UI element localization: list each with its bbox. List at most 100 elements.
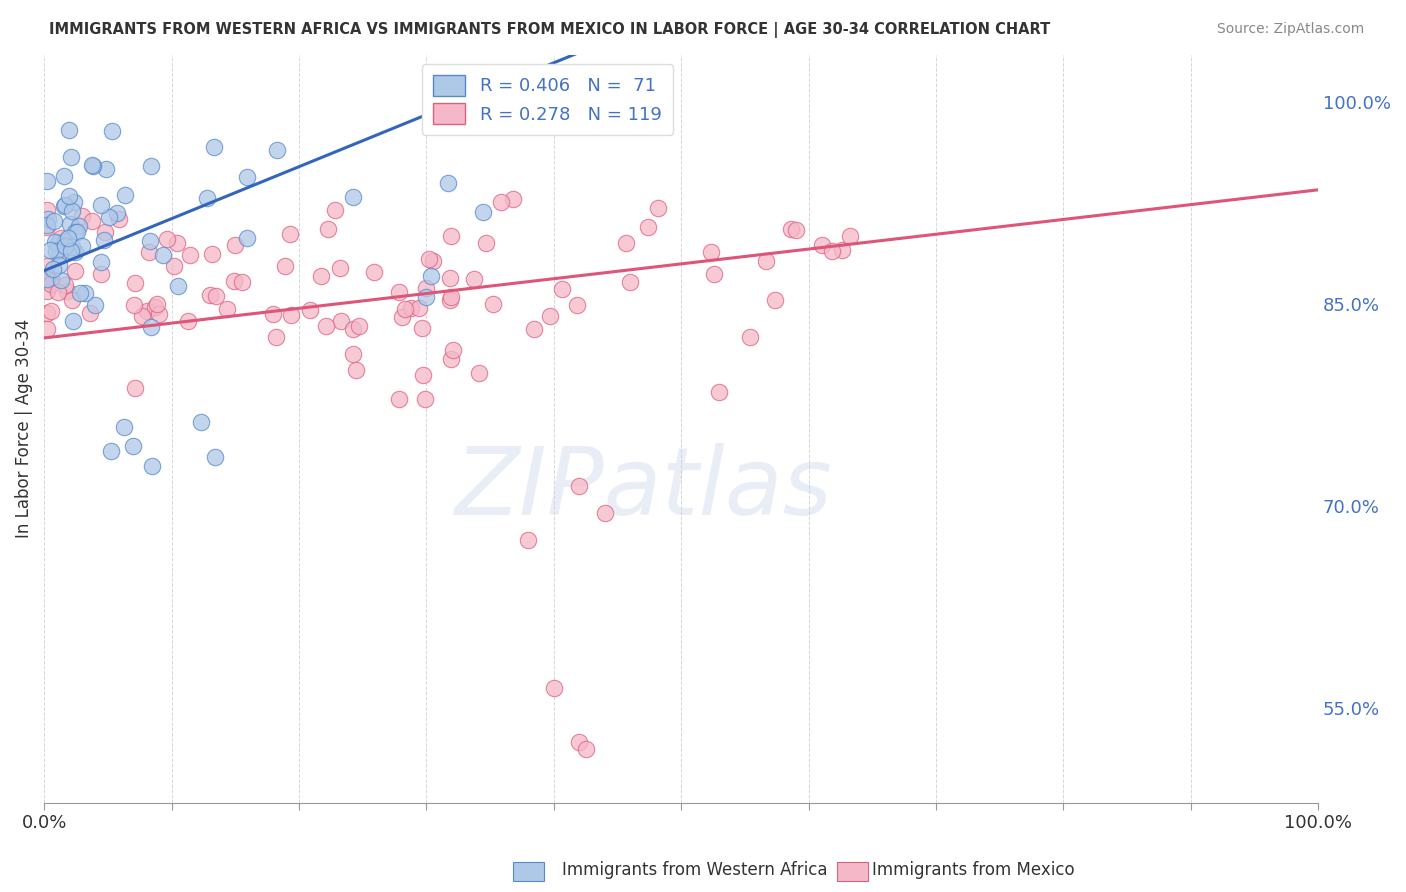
Point: [122, 439, 145, 453]
Point: [262, 307, 284, 321]
Point: [422, 253, 444, 268]
Point: [70, 239, 93, 253]
Point: [299, 302, 322, 317]
Point: [53, 199, 76, 213]
Point: [349, 318, 371, 333]
Point: [821, 244, 844, 258]
Point: [100, 124, 122, 138]
Point: [35, 322, 58, 336]
Point: [39, 244, 62, 258]
Point: [363, 265, 385, 279]
Point: [156, 232, 179, 246]
Point: [280, 308, 302, 322]
Point: [198, 288, 221, 302]
Point: [440, 289, 463, 303]
Point: [419, 269, 441, 284]
Point: [93, 233, 115, 247]
Point: [411, 321, 433, 335]
Point: [90, 267, 112, 281]
Point: [56, 285, 79, 299]
Point: [94, 226, 117, 240]
Point: [60, 240, 83, 254]
Point: [224, 274, 246, 288]
Point: [152, 248, 174, 262]
Point: [235, 230, 257, 244]
Point: [779, 221, 801, 235]
Point: [202, 140, 225, 154]
Point: [217, 302, 239, 317]
Point: [39, 304, 62, 318]
Point: [738, 329, 761, 343]
Point: [593, 506, 616, 520]
Point: [60, 204, 83, 219]
Point: [35, 202, 58, 217]
Point: [122, 298, 145, 312]
Point: [342, 322, 364, 336]
Point: [59, 244, 82, 258]
Point: [278, 227, 301, 242]
Point: [83, 297, 105, 311]
Point: [538, 310, 561, 324]
Point: [568, 735, 591, 749]
Point: [63, 225, 86, 239]
Point: [42, 261, 65, 276]
Point: [90, 198, 112, 212]
Point: [141, 458, 163, 473]
Point: [388, 285, 411, 300]
Point: [707, 384, 730, 399]
Point: [124, 277, 146, 291]
Point: [37, 211, 59, 226]
Point: [67, 219, 90, 233]
Point: [839, 229, 862, 244]
Y-axis label: In Labor Force | Age 30-34: In Labor Force | Age 30-34: [15, 319, 32, 539]
Point: [35, 259, 58, 273]
Point: [49, 230, 72, 244]
Point: [55, 235, 77, 249]
Point: [412, 368, 434, 383]
Point: [471, 204, 494, 219]
Point: [139, 160, 162, 174]
Point: [231, 275, 253, 289]
Point: [475, 235, 498, 250]
Point: [755, 253, 778, 268]
Point: [190, 415, 212, 429]
Point: [204, 450, 226, 464]
Point: [94, 162, 117, 177]
Point: [177, 314, 200, 328]
Point: [46, 236, 69, 251]
Point: [53, 198, 76, 212]
Text: Immigrants from Mexico: Immigrants from Mexico: [872, 861, 1074, 879]
Point: [41, 277, 63, 291]
Point: [637, 219, 659, 234]
Point: [205, 289, 228, 303]
Point: [551, 282, 574, 296]
Point: [108, 211, 131, 226]
Point: [59, 217, 82, 231]
Point: [200, 247, 222, 261]
Point: [73, 286, 96, 301]
Point: [80, 158, 103, 172]
Point: [141, 319, 163, 334]
Text: ZIPatlas: ZIPatlas: [454, 443, 832, 534]
Point: [440, 228, 463, 243]
Point: [440, 351, 463, 366]
Point: [315, 318, 337, 333]
Point: [179, 248, 201, 262]
Point: [763, 293, 786, 308]
Point: [785, 222, 807, 236]
Point: [49, 244, 72, 259]
Point: [62, 314, 84, 328]
Point: [53, 239, 76, 253]
Point: [274, 259, 297, 273]
Point: [53, 278, 76, 293]
Point: [831, 244, 853, 258]
Point: [112, 420, 135, 434]
Point: [195, 191, 218, 205]
Point: [58, 189, 80, 203]
Point: [35, 272, 58, 286]
Point: [235, 169, 257, 184]
Point: [166, 279, 188, 293]
Point: [482, 297, 505, 311]
Text: Immigrants from Western Africa: Immigrants from Western Africa: [562, 861, 828, 879]
Point: [700, 244, 723, 259]
